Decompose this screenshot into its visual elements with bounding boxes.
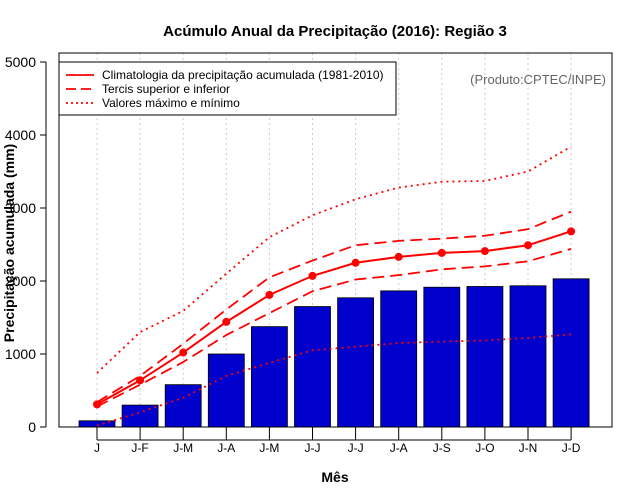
bar [207, 353, 245, 428]
climatology-point [308, 271, 317, 280]
x-tick-label: J-O [475, 441, 494, 455]
x-tick-label: J-D [562, 441, 581, 455]
plot-frame [58, 52, 613, 428]
y-axis: 0 1000 2000 3000 4000 5000 [5, 54, 47, 435]
climatology-point [524, 241, 532, 250]
x-tick-label: J-F [131, 441, 148, 455]
x-tick-label: J-A [390, 441, 408, 455]
climatology-point [265, 290, 274, 299]
y-tick-label: 3000 [5, 200, 36, 216]
y-tick-label: 4000 [5, 127, 36, 143]
x-tick-label: J-N [519, 441, 538, 455]
climatology-point [351, 258, 360, 267]
x-tick-label: J [94, 441, 100, 455]
extreme-min-line [96, 333, 572, 427]
climatology-point [437, 248, 446, 257]
x-tick-label: J-M [259, 441, 279, 455]
legend-box [58, 61, 397, 116]
bar [294, 306, 331, 428]
x-tick-label: J-J [305, 441, 321, 455]
x-tick-label: J-S [433, 441, 451, 455]
x-tick-label: J-M [173, 441, 193, 455]
bar [509, 285, 547, 428]
y-tick-label: 1000 [5, 346, 36, 362]
series-lines [93, 145, 576, 427]
bar [466, 286, 504, 428]
chart-title: Acúmulo Anual da Precipitação (2016): Re… [163, 23, 507, 40]
climatology-line [96, 230, 572, 406]
legend: Climatologia da precipitação acumulada (… [58, 61, 397, 116]
x-axis-label: Mês [321, 469, 348, 485]
x-tick-label: J-A [217, 441, 235, 455]
product-credit: (Produto:CPTEC/INPE) [470, 72, 606, 87]
y-tick-label: 5000 [5, 54, 36, 70]
climatology-point [394, 252, 403, 261]
bar [250, 326, 288, 428]
climatology-point [136, 376, 145, 385]
tercile-upper-line [96, 210, 572, 403]
bar [552, 278, 590, 428]
climatology-point [567, 227, 576, 236]
x-tick-label: J-J [348, 441, 364, 455]
legend-label: Valores máximo e mínimo [102, 96, 240, 110]
bars [78, 278, 590, 428]
bar [164, 384, 202, 428]
climatology-point [222, 317, 231, 326]
bar [380, 290, 418, 428]
x-axis: J J-F J-M J-A J-M J-J J-J J-A J-S J-O J-N J-D [94, 427, 581, 455]
bar [337, 297, 375, 428]
legend-label: Climatologia da precipitação acumulada (… [102, 68, 384, 82]
y-tick-label: 2000 [5, 273, 36, 289]
legend-label: Tercis superior e inferior [102, 82, 230, 96]
y-axis-label: Precipitação acumulada (mm) [1, 144, 17, 342]
climatology-point [480, 247, 489, 256]
y-tick-label: 0 [28, 419, 36, 435]
bar [423, 286, 461, 428]
climatology-point [179, 348, 188, 357]
